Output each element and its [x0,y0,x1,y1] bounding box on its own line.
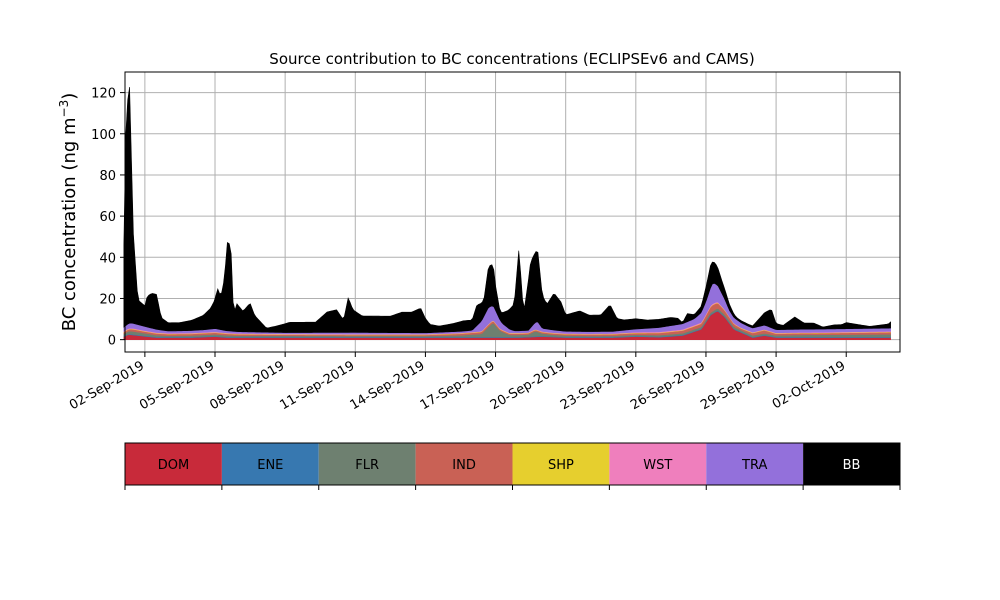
legend-label-dom: DOM [158,458,189,473]
area-bb [123,87,891,334]
x-tick-label: 17-Sep-2019 [418,358,498,413]
x-tick-label: 05-Sep-2019 [137,358,217,413]
legend-swatch-dom [125,443,222,485]
x-tick-label: 11-Sep-2019 [277,358,357,413]
x-tick-label: 26-Sep-2019 [628,358,708,413]
x-tick-label: 14-Sep-2019 [348,358,428,413]
legend-swatch-shp [512,443,610,485]
y-axis-label: BC concentration (ng m−3) [57,93,80,332]
x-tick-label: 02-Oct-2019 [770,358,848,412]
y-tick-label: 0 [108,334,116,349]
chart-title: Source contribution to BC concentrations… [269,50,754,68]
axes-frame [124,71,901,353]
legend-label-ind: IND [452,458,476,473]
y-tick-label: 40 [99,251,116,266]
y-axis-label-main: BC concentration (ng m [59,117,80,331]
legend-label-ene: ENE [257,458,283,473]
legend-swatch-tra [706,443,804,485]
legend-swatch-ene [221,443,319,485]
stacked-areas [123,87,891,340]
legend-label-flr: FLR [355,458,379,473]
legend-swatch-wst [609,443,707,485]
x-tick-label: 02-Sep-2019 [67,358,147,413]
legend-label-shp: SHP [548,458,574,473]
grid [125,72,900,352]
y-ticks: 0 20 40 60 80 100 120 [91,87,125,349]
legend-label-bb: BB [843,458,861,473]
x-ticks: 02-Sep-201905-Sep-201908-Sep-201911-Sep-… [67,352,848,413]
legend-swatch-flr [318,443,416,485]
y-axis-label-close: ) [59,93,80,100]
x-tick-label: 08-Sep-2019 [207,358,287,413]
x-tick-label: 29-Sep-2019 [698,358,778,413]
legend-label-tra: TRA [741,458,767,473]
y-tick-label: 80 [99,169,116,184]
y-tick-label: 20 [99,292,116,307]
y-axis-label-sup: −3 [57,100,71,118]
legend-swatch-ind [415,443,513,485]
x-tick-label: 20-Sep-2019 [488,358,568,413]
legend: DOM ENE FLR IND SHP WST TRA BB [124,442,901,490]
legend-swatch-bb [803,443,900,485]
x-tick-label: 23-Sep-2019 [558,358,638,413]
y-tick-label: 120 [91,87,116,102]
legend-label-wst: WST [643,458,672,473]
y-tick-label: 60 [99,210,116,225]
y-tick-label: 100 [91,128,116,143]
